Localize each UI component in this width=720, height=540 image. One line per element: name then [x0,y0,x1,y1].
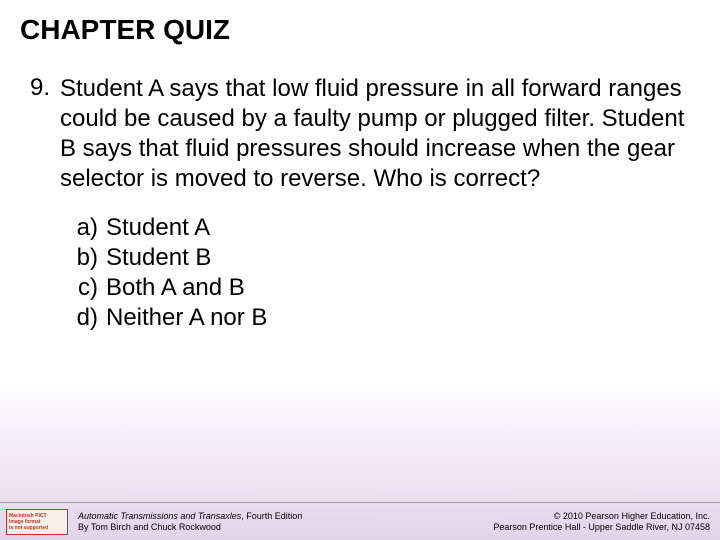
missing-image-icon: Macintosh PICT image format is not suppo… [6,509,68,535]
answer-letter: c) [70,274,106,302]
answer-text: Student A [106,214,210,242]
slide-title: CHAPTER QUIZ [20,14,700,46]
answers-list: a) Student A b) Student B c) Both A and … [70,214,700,332]
icon-text-line: is not supported [9,525,65,531]
slide-footer: Macintosh PICT image format is not suppo… [0,502,720,540]
answer-letter: b) [70,244,106,272]
question-number: 9. [20,74,60,102]
answer-letter: d) [70,304,106,332]
footer-copyright: © 2010 Pearson Higher Education, Inc. [554,511,710,521]
answer-text: Student B [106,244,211,272]
answer-text: Neither A nor B [106,304,267,332]
footer-publisher: Pearson Prentice Hall - Upper Saddle Riv… [493,522,710,532]
slide-container: CHAPTER QUIZ 9. Student A says that low … [0,0,720,540]
footer-edition: , Fourth Edition [241,511,302,521]
answer-letter: a) [70,214,106,242]
footer-right-block: © 2010 Pearson Higher Education, Inc. Pe… [493,511,710,533]
footer-authors: By Tom Birch and Chuck Rockwood [78,522,221,532]
footer-left-block: Automatic Transmissions and Transaxles, … [78,511,493,533]
answer-item: d) Neither A nor B [70,304,700,332]
footer-book-title: Automatic Transmissions and Transaxles [78,511,241,521]
answer-item: b) Student B [70,244,700,272]
answer-item: a) Student A [70,214,700,242]
question-text: Student A says that low fluid pressure i… [60,74,700,194]
answer-item: c) Both A and B [70,274,700,302]
question-row: 9. Student A says that low fluid pressur… [20,74,700,194]
answer-text: Both A and B [106,274,245,302]
